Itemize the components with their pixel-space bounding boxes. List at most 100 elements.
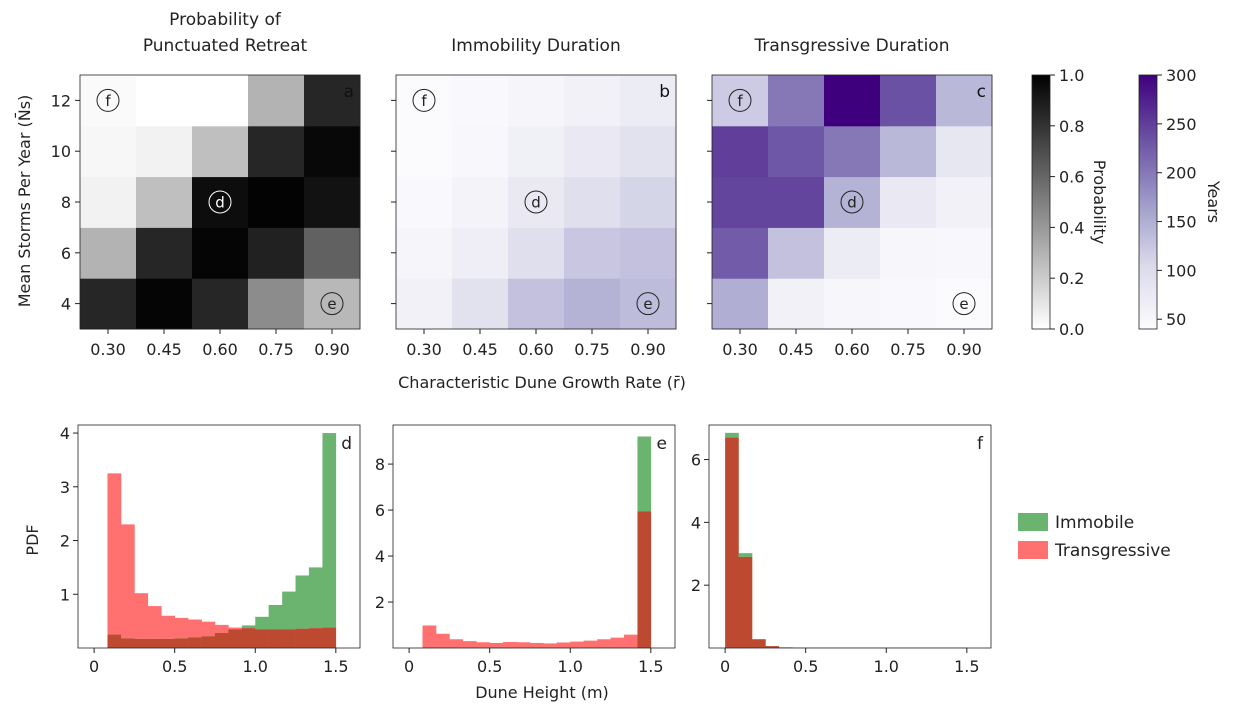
histogram-d-bar-transgressive	[188, 619, 202, 638]
heatmap-a-cell	[136, 125, 193, 178]
heatmap-b-cell	[396, 176, 453, 228]
heatmap-b-xtick-label: 0.75	[574, 340, 610, 359]
heatmap-b-xtick-label: 0.60	[518, 340, 554, 359]
colorbar-years: 50 100 150 200 250 300 Years	[1138, 66, 1223, 330]
heatmap-c-cell	[880, 278, 937, 330]
histogram-f-xtick-label: 0	[720, 657, 730, 676]
histogram-d-xtick-label: 1.0	[243, 657, 268, 676]
heatmap-a-panel-label: a	[344, 82, 354, 102]
heatmap-b-cell	[508, 125, 565, 178]
heatmap-a-cell	[248, 278, 305, 330]
heatmap-b-marker-d: d	[531, 194, 541, 212]
heatmap-b-cell	[620, 278, 677, 330]
heatmap-a-marker-circle	[320, 292, 344, 316]
heatmap-a-ytick-label: 8	[61, 193, 71, 212]
heatmap-a-cell	[136, 75, 193, 127]
histogram-e-bars	[422, 436, 652, 648]
heatmap-a-cell	[192, 227, 249, 279]
top-xlabel: Characteristic Dune Growth Rate (r̄)	[398, 373, 686, 392]
heatmap-c-cell	[936, 176, 993, 228]
heatmap-b-cell	[452, 227, 509, 279]
heatmap-a-cell	[304, 75, 361, 127]
histogram-d-bar-overlap	[322, 627, 337, 648]
colorbar-probability-tick-label: 0.8	[1059, 117, 1084, 136]
histogram-e-bar-transgressive	[570, 641, 584, 648]
histogram-e-panel-label: e	[657, 434, 667, 454]
histogram-d-bar-overlap	[161, 638, 175, 648]
heatmap-c-cell	[936, 75, 993, 127]
heatmap-a-cells	[80, 75, 361, 330]
histogram-e-ytick-label: 4	[375, 547, 385, 566]
heatmap-a-cell	[136, 227, 193, 279]
heatmap-c-cell	[712, 75, 769, 127]
heatmap-a-cell	[192, 278, 249, 330]
histogram-e-ytick-label: 8	[375, 455, 385, 474]
histogram-panel-e: e 0 0.5 1.0 1.5 2 4 6 8	[375, 424, 676, 676]
legend-swatch-transgressive	[1018, 541, 1048, 559]
heatmap-a-cell	[304, 227, 361, 279]
heatmap-a-cell	[304, 176, 361, 228]
histogram-d-bar-transgressive	[147, 606, 162, 639]
heatmap-a-xtick-label: 0.60	[202, 340, 238, 359]
colorbar-years-label: Years	[1204, 180, 1223, 223]
colorbar-probability-tick-label: 0.4	[1059, 218, 1084, 237]
heatmap-a-cell	[80, 278, 137, 330]
heatmap-a-xtick-label: 0.75	[258, 340, 294, 359]
heatmap-a-cell	[80, 227, 137, 279]
legend-label-transgressive: Transgressive	[1054, 541, 1171, 561]
legend-swatch-immobile	[1018, 513, 1048, 531]
heatmap-c-cell	[768, 227, 825, 279]
heatmap-c-cell	[880, 227, 937, 279]
heatmap-c-cell	[712, 278, 769, 330]
heatmap-c-xtick-label: 0.45	[778, 340, 814, 359]
histogram-e-xtick-label: 1.5	[638, 657, 663, 676]
histogram-f-bar-immobile	[738, 553, 753, 557]
histogram-d-bar-overlap	[295, 628, 310, 648]
histogram-d-xtick-label: 1.5	[323, 657, 348, 676]
histogram-e-frame	[392, 424, 676, 649]
histogram-d-bar-immobile	[255, 616, 269, 630]
histogram-d-bar-overlap	[147, 638, 162, 648]
heatmap-c-xtick-label: 0.30	[722, 340, 758, 359]
histogram-d-bar-overlap	[174, 638, 189, 648]
heatmap-panel-c: Transgressive Duration f d e c 0.30 0.45 0.60…	[707, 36, 993, 359]
histogram-f-ytick-label: 6	[691, 451, 701, 470]
histogram-f-bar-overlap	[765, 646, 780, 648]
heatmap-c-cells	[712, 75, 993, 330]
heatmap-b-cell	[564, 125, 621, 178]
heatmap-b-title: Immobility Duration	[451, 36, 620, 56]
heatmap-c-cell	[824, 227, 881, 279]
histogram-e-bar-transgressive	[489, 642, 504, 648]
histogram-e-bar-transgressive	[516, 642, 531, 648]
colorbar-probability-gradient	[1031, 74, 1051, 330]
heatmap-panel-a: Probability of Punctuated Retreat f d e a 0…	[51, 10, 361, 359]
colorbar-probability-ticks: 0.0 0.2 0.4 0.6 0.8 1.0	[1050, 66, 1084, 339]
heatmap-a-markers: f d e	[96, 88, 344, 316]
heatmap-a-cell	[136, 176, 193, 228]
heatmap-c-cell	[712, 125, 769, 178]
histogram-d-bar-immobile	[268, 605, 283, 630]
heatmap-c-cell	[712, 227, 769, 279]
heatmap-a-cell	[80, 75, 137, 127]
heatmap-b-cells	[396, 75, 677, 330]
heatmap-b-cell	[620, 125, 677, 178]
histogram-e-bar-transgressive	[462, 641, 477, 648]
histogram-d-axes: d 0 0.5 1.0 1.5 1 2 3 4	[60, 424, 361, 676]
histogram-panel-f: f 0 0.5 1.0 1.5 2 4 6	[691, 424, 992, 676]
heatmap-b-marker-circle	[636, 292, 660, 316]
heatmap-b-marker-e: e	[643, 295, 652, 313]
heatmap-b-marker-f: f	[421, 92, 427, 110]
heatmap-c-marker-d: d	[847, 194, 857, 212]
heatmap-b-cell	[620, 75, 677, 127]
histogram-d-bar-transgressive	[214, 624, 229, 633]
heatmap-b-cell	[508, 75, 565, 127]
colorbar-probability-tick-label: 0.6	[1059, 168, 1084, 187]
heatmap-b-panel-label: b	[659, 82, 670, 102]
colorbar-years-tick-label: 250	[1166, 115, 1197, 134]
histogram-d-bar-immobile	[322, 433, 337, 628]
histogram-e-xtick-label: 0	[404, 657, 414, 676]
heatmap-c-cell	[712, 176, 769, 228]
heatmap-c-marker-circle	[728, 88, 752, 112]
histogram-f-bar-immobile	[725, 432, 739, 438]
legend-label-immobile: Immobile	[1055, 513, 1134, 533]
